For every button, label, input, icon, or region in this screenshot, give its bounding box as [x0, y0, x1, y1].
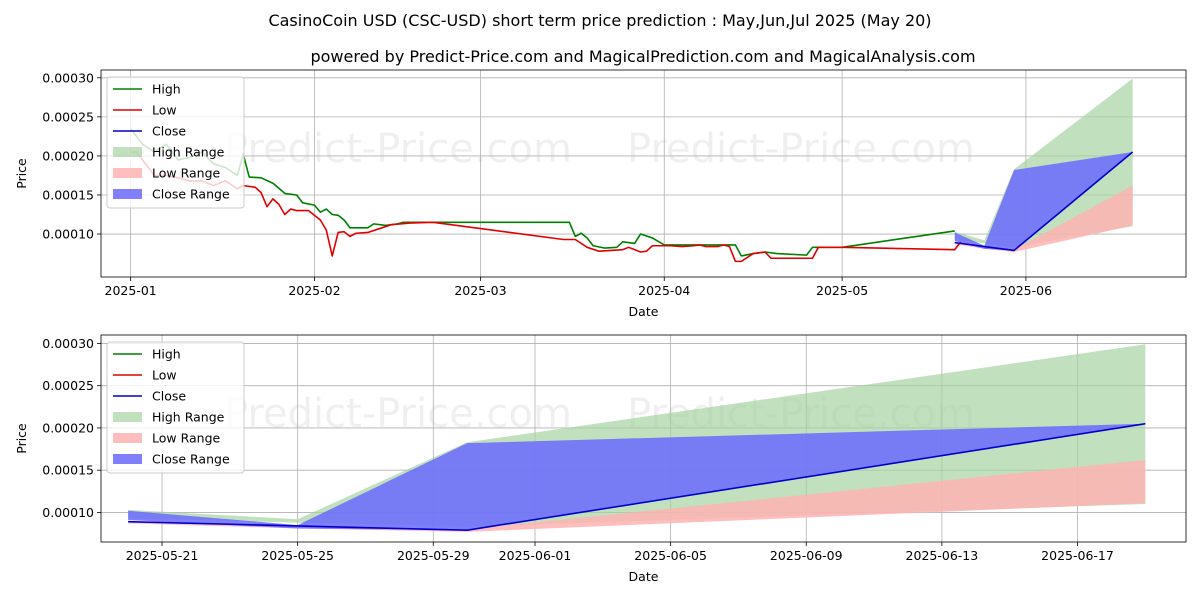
y-tick-label: 0.00025	[42, 109, 94, 124]
high-range-area	[954, 78, 1133, 248]
close-range-area	[954, 152, 1133, 251]
y-axis-label: Price	[14, 158, 29, 189]
y-tick-label: 0.00015	[42, 187, 94, 202]
x-tick-label: 2025-06-13	[906, 548, 979, 563]
legend: High Low Close High Range Low Range Close Ran…	[106, 76, 245, 209]
x-tick-label: 2025-06-09	[770, 548, 843, 563]
y-tick-label: 0.00030	[42, 336, 94, 351]
y-tick-label: 0.00010	[42, 227, 94, 242]
high-range-area	[128, 344, 1146, 527]
x-tick-label: 2025-05-21	[126, 548, 199, 563]
low-range-area	[128, 460, 1146, 532]
x-tick-label: 2025-06	[1000, 283, 1052, 298]
x-tick-label: 2025-05	[816, 283, 868, 298]
x-tick-label: 2025-05-25	[261, 548, 334, 563]
y-tick-label: 0.00015	[42, 463, 94, 478]
legend-close-range-swatch	[113, 189, 142, 199]
watermark-text: Predict-Price.com	[224, 277, 572, 323]
legend-low-range-swatch	[113, 433, 142, 443]
plot-frame	[100, 69, 1187, 278]
watermark-group: Predict-Price.com Predict-Price.com Predic…	[224, 126, 975, 323]
x-tick-label: 2025-01	[105, 283, 157, 298]
legend-high-range-label: High Range	[152, 410, 225, 425]
legend-low-label: Low	[152, 368, 177, 383]
watermark-text: Predict-Price.com	[224, 391, 572, 437]
legend-high-label: High	[152, 82, 181, 97]
y-tick-label: 0.00030	[42, 70, 94, 85]
watermark-text: Predict-Price.com	[224, 126, 572, 172]
x-tick-label: 2025-06-17	[1041, 548, 1114, 563]
y-axis-label: Price	[14, 423, 29, 454]
legend-high-label: High	[152, 347, 181, 362]
plot-area	[130, 78, 1134, 263]
legend-close-range-label: Close Range	[152, 452, 230, 467]
legend-close-range-label: Close Range	[152, 187, 230, 202]
y-tick-label: 0.00020	[42, 420, 94, 435]
y-tick-label: 0.00020	[42, 148, 94, 163]
legend-low-range-label: Low Range	[152, 431, 221, 446]
plot-area	[128, 344, 1146, 532]
y-tick-label: 0.00010	[42, 505, 94, 520]
legend-low-range-swatch	[113, 168, 142, 178]
legend-low-range-label: Low Range	[152, 166, 221, 181]
x-axis-label: Date	[629, 569, 659, 584]
close-line	[954, 151, 1134, 252]
x-tick-label: 2025-03	[454, 283, 506, 298]
watermark-text: Predict-Price.com	[627, 126, 975, 172]
legend-high-range-swatch	[113, 412, 142, 422]
chart-title: CasinoCoin USD (CSC-USD) short term pric…	[268, 11, 931, 30]
overview-panel: Predict-Price.com Predict-Price.com Predic…	[14, 69, 1187, 323]
close-range-area	[128, 423, 1146, 531]
legend-high-range-swatch	[113, 147, 142, 157]
legend: High Low Close High Range Low Range Close Ran…	[106, 341, 245, 474]
plot-frame	[100, 334, 1187, 543]
x-tick-label: 2025-02	[288, 283, 340, 298]
x-tick-label: 2025-06-01	[499, 548, 572, 563]
legend-high-range-label: High Range	[152, 145, 225, 160]
low-range-area	[954, 185, 1133, 253]
y-tick-label: 0.00025	[42, 378, 94, 393]
x-tick-label: 2025-04	[638, 283, 690, 298]
legend-close-label: Close	[152, 389, 186, 404]
legend-low-label: Low	[152, 103, 177, 118]
close-line	[128, 422, 1146, 531]
legend-close-label: Close	[152, 124, 186, 139]
legend-close-range-swatch	[113, 454, 142, 464]
x-tick-label: 2025-06-05	[634, 548, 707, 563]
x-tick-label: 2025-05-29	[397, 548, 470, 563]
x-axis-label: Date	[629, 304, 659, 319]
chart-subtitle: powered by Predict-Price.com and Magical…	[310, 47, 975, 66]
